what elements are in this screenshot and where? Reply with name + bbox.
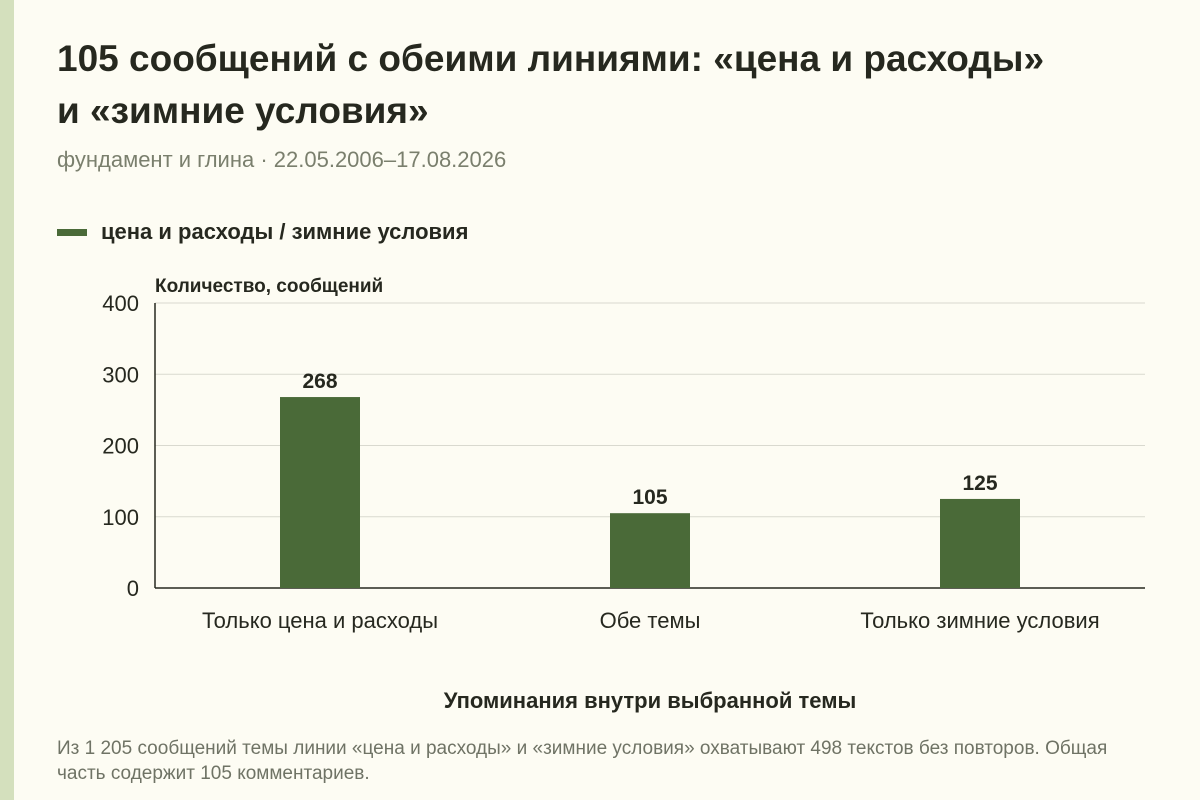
x-tick-label: Только цена и расходы — [202, 608, 438, 633]
bar — [940, 498, 1020, 588]
legend-label: цена и расходы / зимние условия — [101, 219, 469, 244]
y-tick-label: 300 — [102, 362, 139, 387]
bar-value-label: 268 — [302, 370, 337, 393]
chart-title: 105 сообщений с обеими линиями: «цена и … — [57, 38, 1045, 131]
legend-swatch — [57, 228, 87, 236]
side-accent-bar — [0, 0, 14, 800]
footnote: Из 1 205 сообщений темы линии «цена и ра… — [57, 738, 1108, 784]
bar-chart: 0 100 200 300 400 Количество, сообщений 268 Тол… — [102, 276, 1145, 713]
bar — [610, 513, 690, 588]
chart-subtitle: фундамент и глина · 22.05.2006–17.08.202… — [57, 147, 507, 172]
x-axis-title: Упоминания внутри выбранной темы — [444, 688, 857, 713]
x-tick-label: Только зимние условия — [860, 608, 1099, 633]
legend: цена и расходы / зимние условия — [57, 219, 468, 245]
y-tick-label: 400 — [102, 291, 139, 316]
y-axis-title: Количество, сообщений — [155, 276, 383, 297]
bar-value-label: 105 — [632, 486, 667, 509]
bar-value-label: 125 — [962, 472, 997, 495]
bar — [280, 397, 360, 588]
y-tick-label: 200 — [102, 434, 139, 459]
y-tick-label: 0 — [127, 576, 139, 601]
y-tick-label: 100 — [102, 505, 139, 530]
x-tick-label: Обе темы — [600, 608, 701, 633]
